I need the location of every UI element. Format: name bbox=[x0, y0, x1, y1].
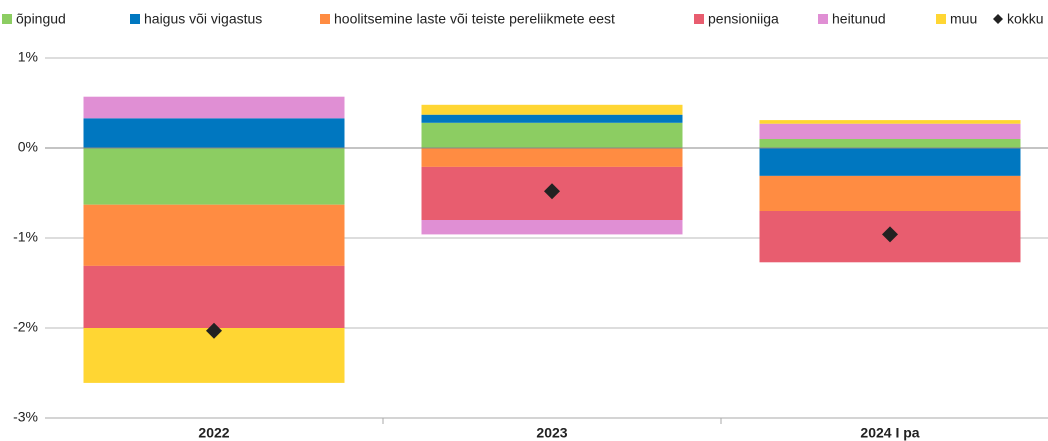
bar-segment bbox=[759, 139, 1021, 148]
legend-label: kokku bbox=[1007, 11, 1044, 27]
bar-segment bbox=[83, 118, 345, 148]
x-tick-label: 2022 bbox=[198, 425, 229, 441]
total-marker bbox=[882, 226, 898, 243]
x-tick-label: 2023 bbox=[536, 425, 567, 441]
bar-segment bbox=[759, 120, 1021, 124]
total-marker bbox=[544, 183, 560, 200]
bar-segment bbox=[83, 148, 345, 205]
bar-segment bbox=[83, 265, 345, 328]
legend-label: õpingud bbox=[16, 11, 66, 27]
total-marker bbox=[206, 322, 222, 339]
bar-segment bbox=[421, 148, 683, 167]
bar-segment bbox=[421, 122, 683, 148]
legend-label: muu bbox=[950, 11, 977, 27]
y-tick-label: -2% bbox=[13, 319, 38, 335]
legend-marker bbox=[130, 14, 140, 24]
y-tick-label: -1% bbox=[13, 229, 38, 245]
legend-marker bbox=[936, 14, 946, 24]
bar-segment bbox=[83, 96, 345, 119]
y-tick-label: 1% bbox=[18, 49, 38, 65]
y-tick-label: 0% bbox=[18, 139, 38, 155]
bar-segment bbox=[759, 123, 1021, 139]
bar-segment bbox=[759, 148, 1021, 176]
bar-segment bbox=[421, 104, 683, 115]
legend-label: pensioniiga bbox=[708, 11, 779, 27]
legend-label: haigus või vigastus bbox=[144, 11, 262, 27]
bar-segment bbox=[421, 220, 683, 235]
legend-label: hoolitsemine laste või teiste pereliikme… bbox=[334, 11, 615, 27]
legend-marker bbox=[694, 14, 704, 24]
bar-segment bbox=[83, 204, 345, 266]
x-tick-label: 2024 I pa bbox=[860, 425, 919, 441]
legend-marker bbox=[320, 14, 330, 24]
bar-segment bbox=[421, 114, 683, 123]
legend-marker bbox=[993, 14, 1003, 24]
legend-label: heitunud bbox=[832, 11, 886, 27]
legend-marker bbox=[2, 14, 12, 24]
y-tick-label: -3% bbox=[13, 409, 38, 425]
bar-segment bbox=[759, 175, 1021, 211]
legend-marker bbox=[818, 14, 828, 24]
